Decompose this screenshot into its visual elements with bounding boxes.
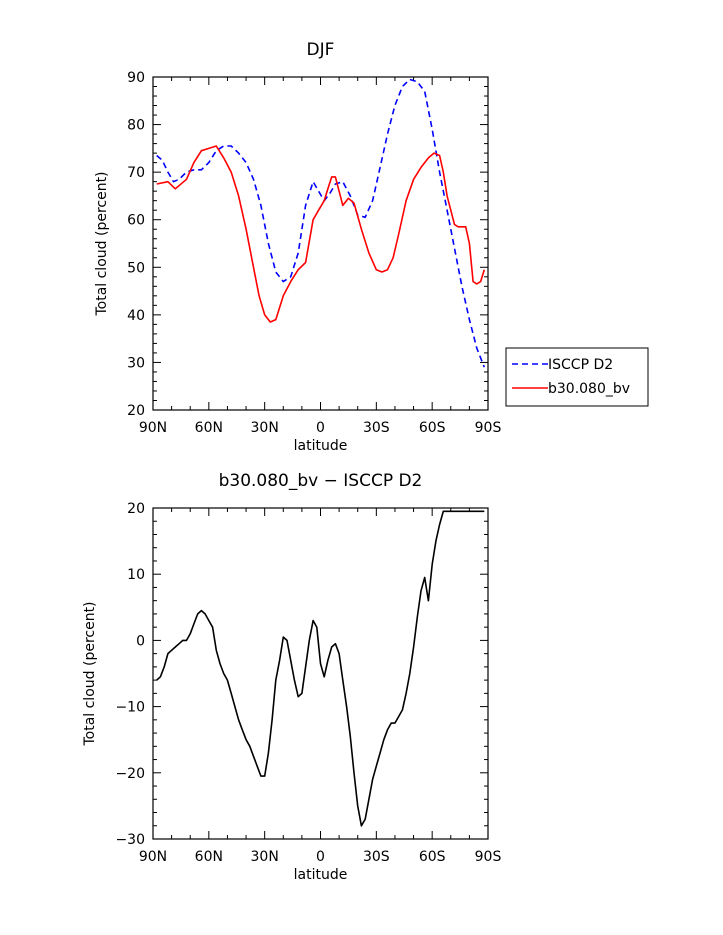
x-tick-label: 90S <box>475 849 502 865</box>
y-tick-label: 80 <box>127 118 145 134</box>
x-axis-label: latitude <box>294 438 348 454</box>
y-tick-label: 20 <box>127 501 145 517</box>
y-tick-label: 70 <box>127 165 145 181</box>
chart-title: b30.080_bv − ISCCP D2 <box>219 471 423 491</box>
y-tick-label: 30 <box>127 355 145 371</box>
x-tick-label: 0 <box>316 849 325 865</box>
x-tick-label: 60S <box>419 849 446 865</box>
legend-box <box>505 347 649 407</box>
legend-label: ISCCP D2 <box>548 357 613 373</box>
x-tick-label: 90N <box>139 420 167 436</box>
y-tick-label: 20 <box>127 403 145 419</box>
x-tick-label: 30N <box>251 849 279 865</box>
plot-frame <box>152 76 489 411</box>
y-tick-label: 0 <box>136 633 145 649</box>
legend-label: b30.080_bv <box>548 381 630 397</box>
y-tick-label: −30 <box>115 832 145 848</box>
x-tick-label: 0 <box>316 420 325 436</box>
x-tick-label: 60S <box>419 420 446 436</box>
y-tick-label: −10 <box>115 700 145 716</box>
y-tick-label: 90 <box>127 70 145 86</box>
y-tick-label: 50 <box>127 260 145 276</box>
x-tick-label: 90N <box>139 849 167 865</box>
chart-djf-total-cloud: 90N 60N 30N 0 30S 60S 90S 20 30 40 50 60 70 80 90 DJF la… <box>94 40 649 454</box>
x-tick-label: 60N <box>195 420 223 436</box>
x-tick-label: 90S <box>475 420 502 436</box>
y-axis-label: Total cloud (percent) <box>82 601 98 746</box>
plot-frame <box>152 507 489 840</box>
x-tick-label: 30S <box>363 420 390 436</box>
x-tick-label: 30N <box>251 420 279 436</box>
y-tick-label: 40 <box>127 308 145 324</box>
x-axis-label: latitude <box>294 867 348 883</box>
x-tick-label: 60N <box>195 849 223 865</box>
legend: ISCCP D2 b30.080_bv <box>505 347 649 407</box>
y-axis-label: Total cloud (percent) <box>94 171 110 316</box>
series-line-b30-080-bv <box>156 145 486 323</box>
series-line-isccp-d2 <box>156 78 486 368</box>
y-tick-label: −20 <box>115 766 145 782</box>
chart-title: DJF <box>307 40 335 60</box>
chart-difference-total-cloud: 90N 60N 30N 0 30S 60S 90S −30 −20 −10 0 10 20 b30.080… <box>82 471 501 883</box>
y-tick-label: 60 <box>127 213 145 229</box>
x-tick-label: 30S <box>363 849 390 865</box>
series-line-difference <box>156 510 485 827</box>
y-tick-label: 10 <box>127 567 145 583</box>
